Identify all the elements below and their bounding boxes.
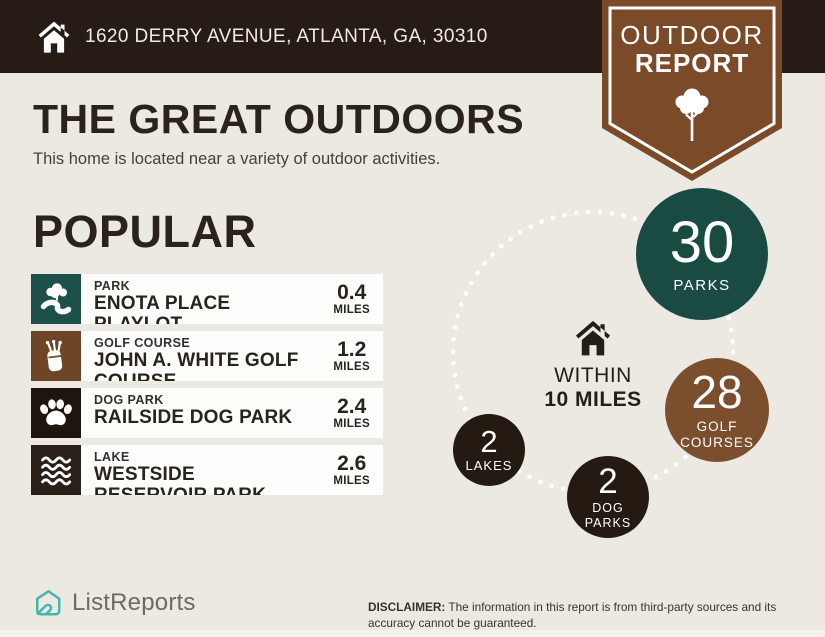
poi-name: ENOTA PLACE PLAYLOT — [94, 293, 231, 324]
radius-center-label: WITHIN 10 MILES — [533, 318, 653, 412]
poi-card: DOG PARK RAILSIDE DOG PARK 2.4 MILES — [81, 388, 383, 438]
stat-label: DOG PARKS — [584, 501, 632, 530]
poi-distance-unit: MILES — [333, 418, 370, 431]
listreports-logo: ListReports — [33, 588, 196, 618]
poi-row-lake: LAKE WESTSIDE RESERVOIR PARK 2.6 MILES — [31, 445, 383, 495]
stat-value: 2 — [480, 424, 498, 460]
poi-distance: 1.2 MILES — [333, 337, 370, 374]
poi-distance-value: 1.2 — [337, 337, 367, 361]
poi-row-golf: GOLF COURSE JOHN A. WHITE GOLF COURSE 1.… — [31, 331, 383, 381]
waves-icon — [41, 456, 72, 486]
page-title: THE GREAT OUTDOORS — [33, 96, 525, 142]
brand-name: ListReports — [72, 589, 196, 616]
disclaimer-text: The information in this report is from t… — [368, 599, 777, 630]
bottom-edge-strip — [0, 630, 825, 637]
disclaimer: DISCLAIMER: The information in this repo… — [368, 600, 796, 632]
outdoor-report-badge: OUTDOOR REPORT — [602, 0, 782, 183]
page-subtitle: This home is located near a variety of o… — [33, 150, 441, 168]
poi-distance: 0.4 MILES — [333, 280, 370, 317]
poi-category: DOG PARK — [94, 393, 164, 407]
poi-distance: 2.6 MILES — [333, 451, 370, 488]
poi-distance-unit: MILES — [333, 475, 370, 488]
poi-card: LAKE WESTSIDE RESERVOIR PARK 2.6 MILES — [81, 445, 383, 495]
poi-tile — [31, 331, 81, 381]
within-label: WITHIN — [554, 364, 632, 387]
poi-distance-unit: MILES — [333, 304, 370, 317]
stat-label: PARKS — [673, 276, 731, 294]
badge-title-line1: OUTDOOR — [620, 20, 764, 50]
dotted-ring — [450, 209, 736, 495]
stat-value: 30 — [669, 209, 735, 275]
badge-title-line2: REPORT — [634, 48, 750, 78]
poi-tile — [31, 388, 81, 438]
home-icon — [38, 21, 70, 53]
stat-circle-dog-parks: 2 DOG PARKS — [567, 456, 649, 538]
poi-distance-value: 2.6 — [337, 451, 367, 475]
poi-row-park: PARK ENOTA PLACE PLAYLOT 0.4 MILES — [31, 274, 383, 324]
stat-label: LAKES — [465, 458, 513, 474]
popular-heading: POPULAR — [33, 206, 257, 257]
radius-chart: 30 PARKS 28 GOLF COURSES 2 LAKES 2 DOG P… — [430, 185, 825, 545]
poi-distance-unit: MILES — [333, 361, 370, 374]
disclaimer-label: DISCLAIMER: — [368, 599, 446, 614]
paw-icon — [40, 399, 72, 426]
logo-house-icon — [36, 590, 61, 616]
park-tree-icon — [40, 283, 72, 315]
poi-distance-value: 0.4 — [337, 280, 367, 304]
poi-name: JOHN A. WHITE GOLF COURSE — [94, 350, 299, 381]
home-icon — [575, 320, 611, 356]
stat-value: 2 — [598, 462, 618, 502]
poi-name: WESTSIDE RESERVOIR PARK — [94, 464, 266, 495]
poi-distance-value: 2.4 — [337, 394, 367, 418]
poi-card: GOLF COURSE JOHN A. WHITE GOLF COURSE 1.… — [81, 331, 383, 381]
stat-label: GOLF COURSES — [680, 419, 754, 450]
poi-row-dog-park: DOG PARK RAILSIDE DOG PARK 2.4 MILES — [31, 388, 383, 438]
stat-circle-golf-courses: 28 GOLF COURSES — [665, 358, 769, 462]
poi-name: RAILSIDE DOG PARK — [94, 407, 293, 428]
poi-category: PARK — [94, 279, 131, 293]
poi-distance: 2.4 MILES — [333, 394, 370, 431]
golf-bag-icon — [45, 339, 63, 372]
miles-label: 10 MILES — [544, 388, 642, 411]
poi-tile — [31, 274, 81, 324]
poi-list: PARK ENOTA PLACE PLAYLOT 0.4 MILES — [31, 274, 383, 502]
poi-card: PARK ENOTA PLACE PLAYLOT 0.4 MILES — [81, 274, 383, 324]
tree-icon — [675, 88, 709, 141]
address-text: 1620 DERRY AVENUE, ATLANTA, GA, 30310 — [85, 25, 488, 47]
stat-circle-lakes: 2 LAKES — [453, 414, 525, 486]
poi-category: GOLF COURSE — [94, 336, 191, 350]
poi-category: LAKE — [94, 450, 130, 464]
stat-circle-parks: 30 PARKS — [636, 188, 768, 320]
stat-value: 28 — [691, 366, 743, 419]
poi-tile — [31, 445, 81, 495]
